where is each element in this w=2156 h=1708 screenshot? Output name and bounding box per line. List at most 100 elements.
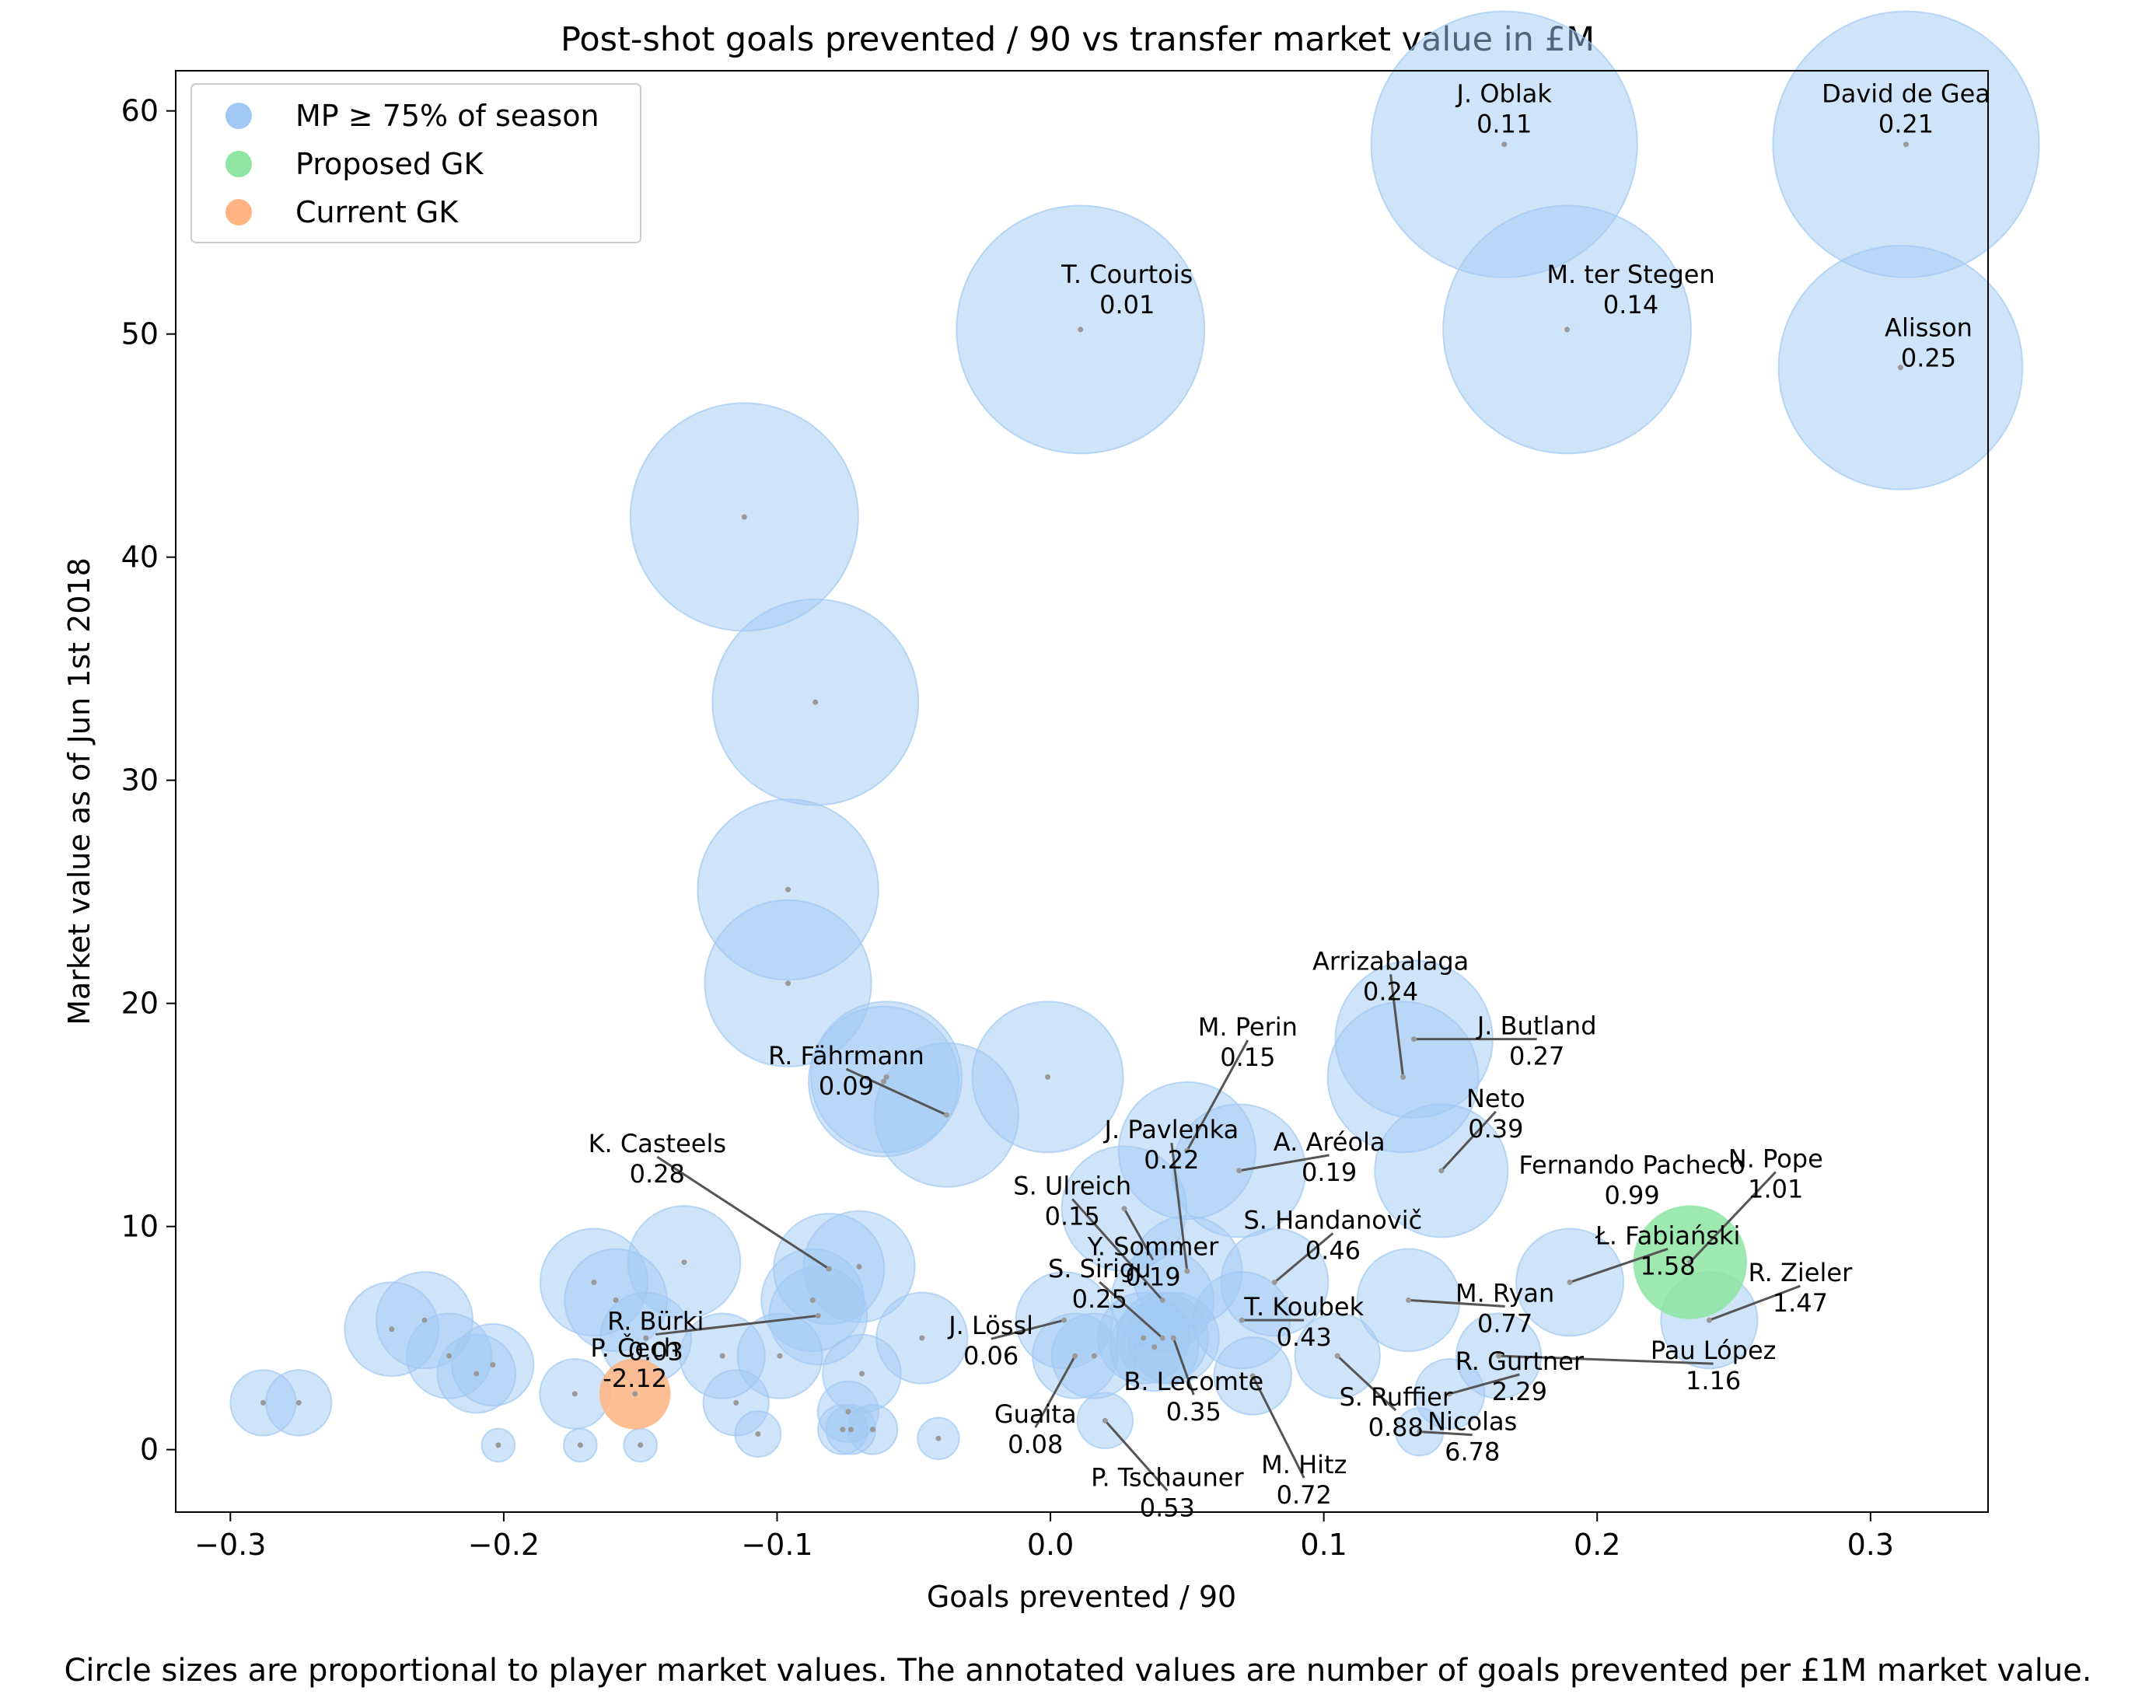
center-dot-47 <box>777 1353 783 1359</box>
center-dot-60 <box>840 1427 846 1433</box>
center-dot-a-are-ola <box>1236 1168 1242 1174</box>
value-n-pope: 1.01 <box>1748 1175 1803 1204</box>
leader-s-ruffier <box>1337 1355 1397 1412</box>
value-s-ruffier: 0.88 <box>1368 1413 1424 1442</box>
x-tick-label: 0.1 <box>1300 1528 1347 1562</box>
x-tick-label: −0.1 <box>741 1528 812 1562</box>
center-dot-20 <box>856 1263 862 1270</box>
leader-r-gurtner <box>1448 1373 1520 1395</box>
value-j-pavlenka: 0.22 <box>1144 1145 1199 1175</box>
center-dot-34 <box>421 1317 428 1323</box>
center-dot-t-courtois <box>1078 327 1084 333</box>
center-dot-6 <box>812 699 819 705</box>
center-dot-28 <box>809 1297 816 1303</box>
leader-pau-lo-pez <box>1498 1354 1714 1365</box>
center-dot-pau-lo-pez <box>1496 1353 1502 1359</box>
leader-j-lo-ssl <box>991 1319 1065 1340</box>
center-dot-19 <box>681 1259 687 1266</box>
center-dot-35 <box>389 1326 395 1333</box>
center-dot-25 <box>591 1279 597 1285</box>
value-j-lo-ssl: 0.06 <box>963 1341 1019 1371</box>
center-dot-11 <box>883 1074 889 1080</box>
value-r-fa-hrmann: 0.09 <box>819 1071 874 1101</box>
center-dot-r-zieler <box>1706 1317 1712 1323</box>
center-dot-61 <box>847 1427 854 1433</box>
center-dot-r-bu-rki <box>815 1312 821 1319</box>
center-dot-m-perin <box>1184 1147 1190 1154</box>
center-dot-66 <box>495 1442 501 1448</box>
center-dot-layer <box>260 141 1910 1448</box>
value-fernando-pacheco: 0.99 <box>1604 1180 1659 1210</box>
value-j-butland: 0.27 <box>1509 1042 1564 1071</box>
leader-y-sommer <box>1123 1207 1155 1261</box>
center-dot-46 <box>719 1353 725 1359</box>
y-tick-label: 30 <box>121 763 159 798</box>
y-tick-label: 10 <box>121 1210 159 1244</box>
center-dot-m-hitz <box>1249 1373 1256 1379</box>
leader-n-pope <box>1689 1171 1777 1263</box>
y-tick-label: 20 <box>121 987 159 1021</box>
center-dot-david-de-gea <box>1903 141 1910 148</box>
label-s-ruffier: S. Ruffier <box>1339 1382 1452 1412</box>
label-k-casteels: K. Casteels <box>589 1129 726 1158</box>
center-dot-j-butland <box>1411 1036 1417 1043</box>
value-p-tschauner: 0.53 <box>1140 1493 1195 1522</box>
legend-marker-proposed <box>225 151 252 177</box>
center-dot-s-handanovic <box>1271 1279 1277 1285</box>
label-fabian-ski: Ł. Fabiański <box>1595 1221 1741 1250</box>
center-dot-r-gurtner <box>1446 1391 1452 1397</box>
leader-b-lecomte <box>1172 1337 1195 1395</box>
center-dot-y-sommer <box>1121 1206 1127 1212</box>
value-m-perin: 0.15 <box>1220 1043 1275 1072</box>
center-dot-j-lo-ssl <box>1061 1317 1068 1323</box>
center-dot-54 <box>571 1391 578 1397</box>
value-j-oblak: 0.11 <box>1476 110 1532 139</box>
center-dot-b-lecomte <box>1170 1335 1176 1341</box>
x-tick-label: 0.0 <box>1027 1528 1074 1562</box>
center-dot-50 <box>473 1371 480 1377</box>
value-y-sommer: 0.19 <box>1125 1263 1180 1292</box>
center-dot-7 <box>785 886 791 892</box>
center-dot-57 <box>295 1399 302 1406</box>
label-pau-lo-pez: Pau López <box>1651 1336 1777 1365</box>
center-dot-55 <box>733 1399 739 1406</box>
y-tick-label: 60 <box>121 94 159 128</box>
leader-nicolas <box>1419 1430 1473 1437</box>
label-a-are-ola: A. Aréola <box>1274 1127 1386 1157</box>
center-dot-p-tschauner <box>1102 1417 1108 1423</box>
label-neto: Neto <box>1466 1084 1525 1113</box>
center-dot-40 <box>1141 1335 1147 1341</box>
legend-label-proposed: Proposed GK <box>295 147 484 181</box>
center-dot-51 <box>858 1371 865 1377</box>
center-dot-p-c-ech <box>632 1391 638 1397</box>
value-arrizabalaga: 0.24 <box>1363 976 1418 1006</box>
label-j-oblak: J. Oblak <box>1455 79 1553 109</box>
legend: MP ≥ 75% of season Proposed GK Current G… <box>190 83 641 243</box>
y-tick-label: 0 <box>140 1433 159 1467</box>
leader-s-handanovic <box>1274 1232 1334 1284</box>
y-tick-label: 40 <box>121 540 159 575</box>
center-dot-48 <box>1091 1353 1097 1359</box>
center-dot-nicolas <box>1417 1429 1423 1435</box>
value-r-zieler: 1.47 <box>1773 1288 1828 1318</box>
leader-m-perin <box>1186 1039 1249 1151</box>
leader-arrizabalaga <box>1389 974 1405 1078</box>
center-dot-guaita <box>1072 1353 1078 1359</box>
label-p-c-ech: P. Čech <box>590 1333 680 1363</box>
center-dot-62 <box>870 1427 876 1433</box>
center-dot-68 <box>638 1442 644 1448</box>
value-p-c-ech: -2.12 <box>603 1364 667 1393</box>
leader-s-ulreich <box>1071 1198 1164 1301</box>
legend-marker-current <box>225 199 252 225</box>
center-dot-5 <box>741 514 747 520</box>
x-tick-label: −0.2 <box>468 1528 540 1562</box>
label-m-ter-stegen: M. ter Stegen <box>1546 260 1714 289</box>
label-guaita: Guaita <box>994 1399 1077 1429</box>
value-s-handanovic: 0.46 <box>1305 1235 1361 1265</box>
label-m-perin: M. Perin <box>1198 1012 1298 1042</box>
label-n-pope: N. Pope <box>1728 1144 1823 1174</box>
value-r-gurtner: 2.29 <box>1492 1377 1547 1406</box>
label-s-handanovic: S. Handanovič <box>1243 1205 1422 1235</box>
